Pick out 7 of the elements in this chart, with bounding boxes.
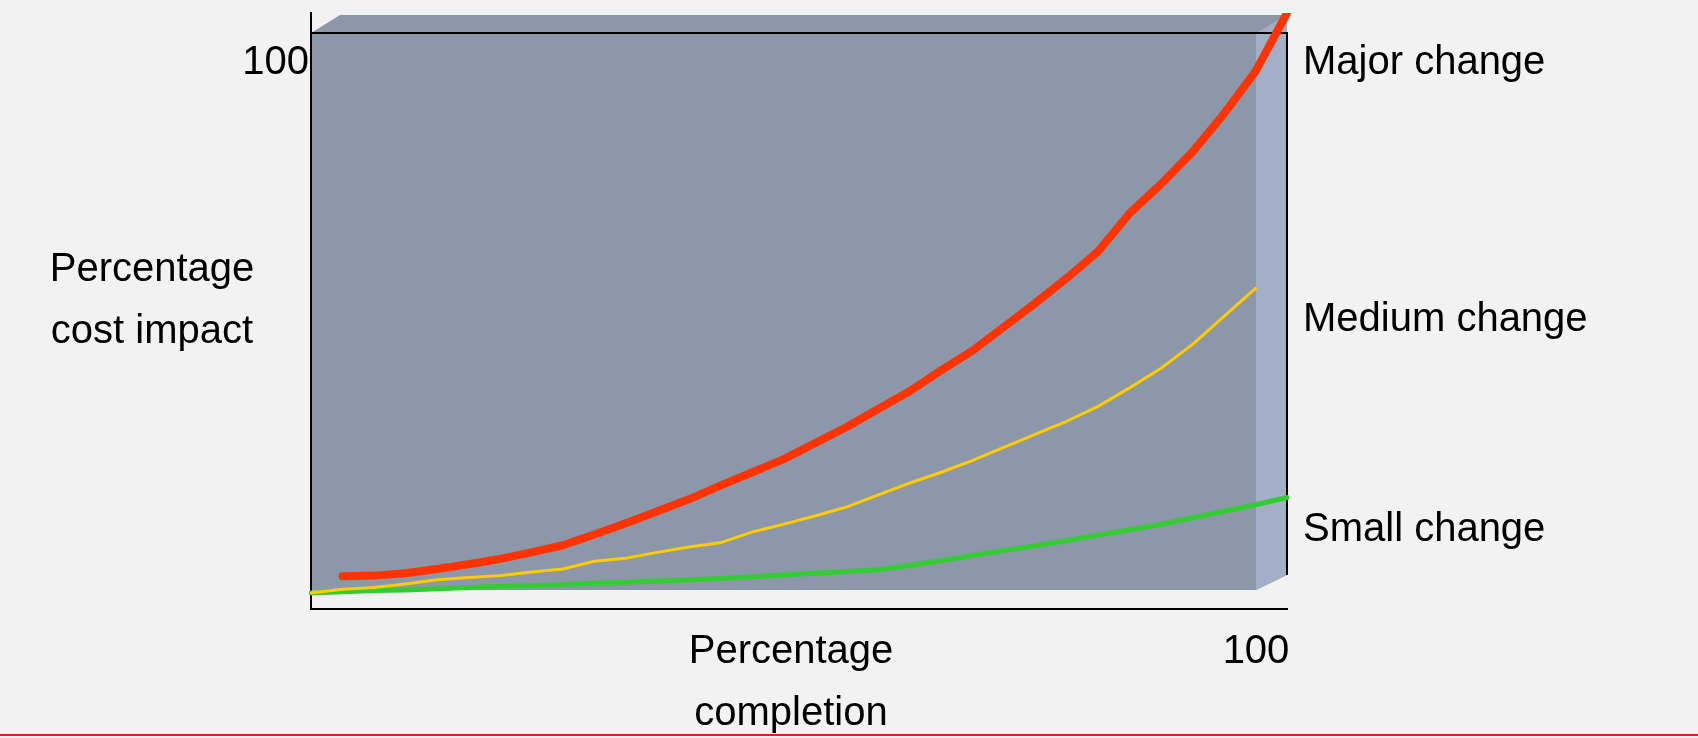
series-label: Major change: [1303, 38, 1546, 83]
text: 100: [242, 38, 309, 83]
series-label: Small change: [1303, 504, 1546, 549]
y-axis-title: Percentage cost impact: [49, 245, 255, 352]
series-label: Medium change: [1303, 295, 1588, 340]
text: 100: [1222, 627, 1290, 672]
x-axis-title: Percentage completion: [688, 627, 894, 734]
